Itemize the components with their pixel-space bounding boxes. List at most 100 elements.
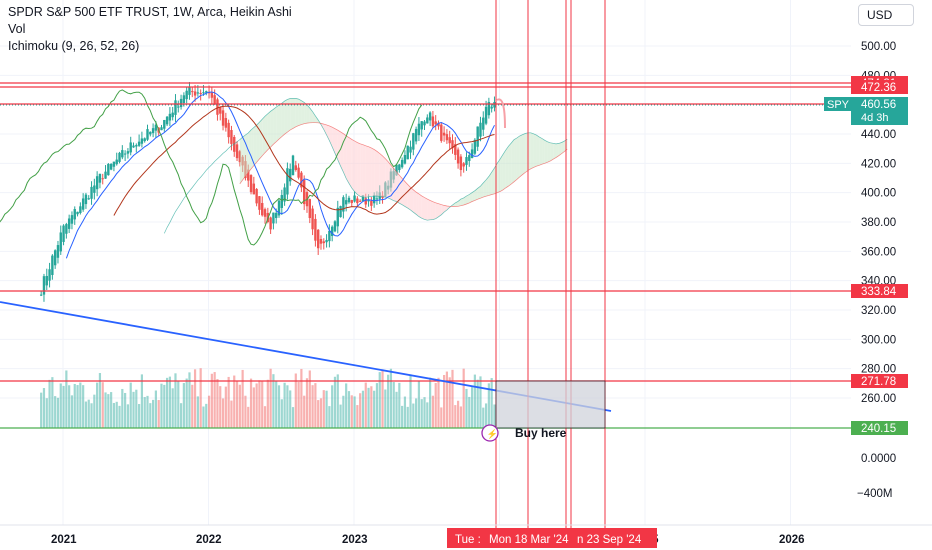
candle-body	[330, 226, 334, 237]
cloud-segment	[239, 137, 243, 184]
candle-body	[93, 185, 96, 193]
volume-bar	[314, 383, 317, 428]
time-axis-tick: 2026	[779, 534, 805, 546]
cloud-segment	[399, 175, 403, 205]
candle-body	[451, 140, 454, 149]
volume-bar	[227, 376, 230, 428]
cloud-segment	[279, 103, 282, 140]
candle-body	[56, 245, 60, 258]
candle-body	[364, 198, 367, 205]
volume-bar	[182, 383, 185, 428]
volume-bar	[73, 383, 76, 428]
currency-button[interactable]: USD	[858, 4, 914, 26]
cloud-segment	[553, 143, 557, 160]
candle-body	[339, 206, 342, 218]
price-axis-tick: 320.00	[861, 305, 896, 317]
volume-bar	[207, 395, 211, 428]
volume-bar	[151, 399, 155, 428]
candle-body	[143, 138, 146, 142]
candle-body	[213, 95, 216, 104]
candle-body	[59, 232, 62, 252]
volume-bar	[138, 404, 141, 428]
candle-body	[199, 92, 202, 94]
candle-body	[445, 134, 449, 141]
volume-bar	[241, 369, 244, 428]
volume-bar	[487, 383, 490, 428]
candle-body	[431, 116, 435, 127]
candle-body	[426, 117, 429, 124]
candle-body	[129, 142, 132, 153]
cloud-segment	[413, 189, 417, 215]
volume-bar	[398, 382, 401, 428]
volume-bar	[126, 404, 130, 428]
volume-bar	[484, 403, 488, 428]
volume-bar	[112, 402, 116, 428]
cloud-segment	[547, 141, 551, 163]
candle-body	[493, 102, 496, 108]
candle-body	[361, 195, 365, 202]
candle-body	[440, 124, 443, 141]
countdown-label: 4d 3h	[861, 112, 889, 124]
cloud-segment	[432, 201, 436, 220]
volume-bar	[247, 406, 250, 428]
volume-bar	[157, 400, 160, 428]
last-price-label-bg	[851, 97, 908, 125]
cloud-segment	[480, 182, 484, 199]
price-level-label: 271.78	[861, 376, 896, 388]
volume-bar	[185, 378, 188, 428]
candle-body	[39, 294, 43, 296]
candle-body	[174, 100, 177, 115]
volume-bar	[110, 392, 113, 428]
candle-body	[53, 250, 57, 266]
volume-bar	[174, 373, 177, 428]
volume-bar	[70, 395, 74, 428]
date-label-bg	[447, 528, 657, 548]
cloud-segment	[287, 98, 291, 133]
volume-bar	[429, 377, 432, 428]
tenkan-line	[65, 91, 495, 259]
cloud-segment	[265, 113, 268, 153]
candle-body	[333, 221, 337, 232]
volume-indicator-label[interactable]: Vol	[8, 22, 26, 36]
cloud-segment	[360, 143, 363, 198]
candle-body	[233, 136, 236, 152]
volume-bar	[437, 377, 440, 428]
candle-body	[263, 209, 267, 217]
volume-bar	[317, 400, 320, 428]
candle-body	[375, 198, 379, 200]
cloud-segment	[410, 187, 414, 213]
ichimoku-indicator-label[interactable]: Ichimoku (9, 26, 52, 26)	[8, 39, 140, 53]
volume-bar	[84, 401, 88, 428]
volume-bar	[146, 395, 149, 428]
candle-body	[487, 101, 491, 116]
volume-bar	[193, 369, 197, 428]
price-axis-tick: 440.00	[861, 129, 896, 141]
cloud-segment	[544, 140, 548, 164]
volume-bar	[456, 400, 460, 428]
cloud-segment	[416, 192, 419, 217]
candle-body	[344, 200, 348, 205]
candle-body	[442, 132, 446, 136]
volume-bar	[40, 392, 43, 428]
candle-body	[87, 198, 90, 200]
volume-bar	[423, 397, 426, 428]
lagging-span-line	[0, 89, 423, 246]
volume-bar	[445, 371, 448, 428]
candle-body	[261, 202, 264, 216]
candle-body	[409, 146, 412, 153]
volume-bar	[235, 380, 239, 428]
cloud-segment	[382, 155, 386, 198]
candle-body	[372, 195, 376, 204]
cloud-segment	[542, 138, 545, 165]
candle-body	[437, 122, 440, 127]
cloud-segment	[273, 107, 277, 145]
candle-body	[252, 183, 256, 195]
volume-bar	[373, 390, 376, 428]
volume-bar	[286, 385, 289, 428]
cloud-segment	[424, 197, 428, 221]
candle-body	[258, 196, 261, 210]
volume-bar	[191, 384, 194, 428]
candle-body	[115, 159, 118, 165]
volume-bar	[401, 405, 404, 428]
